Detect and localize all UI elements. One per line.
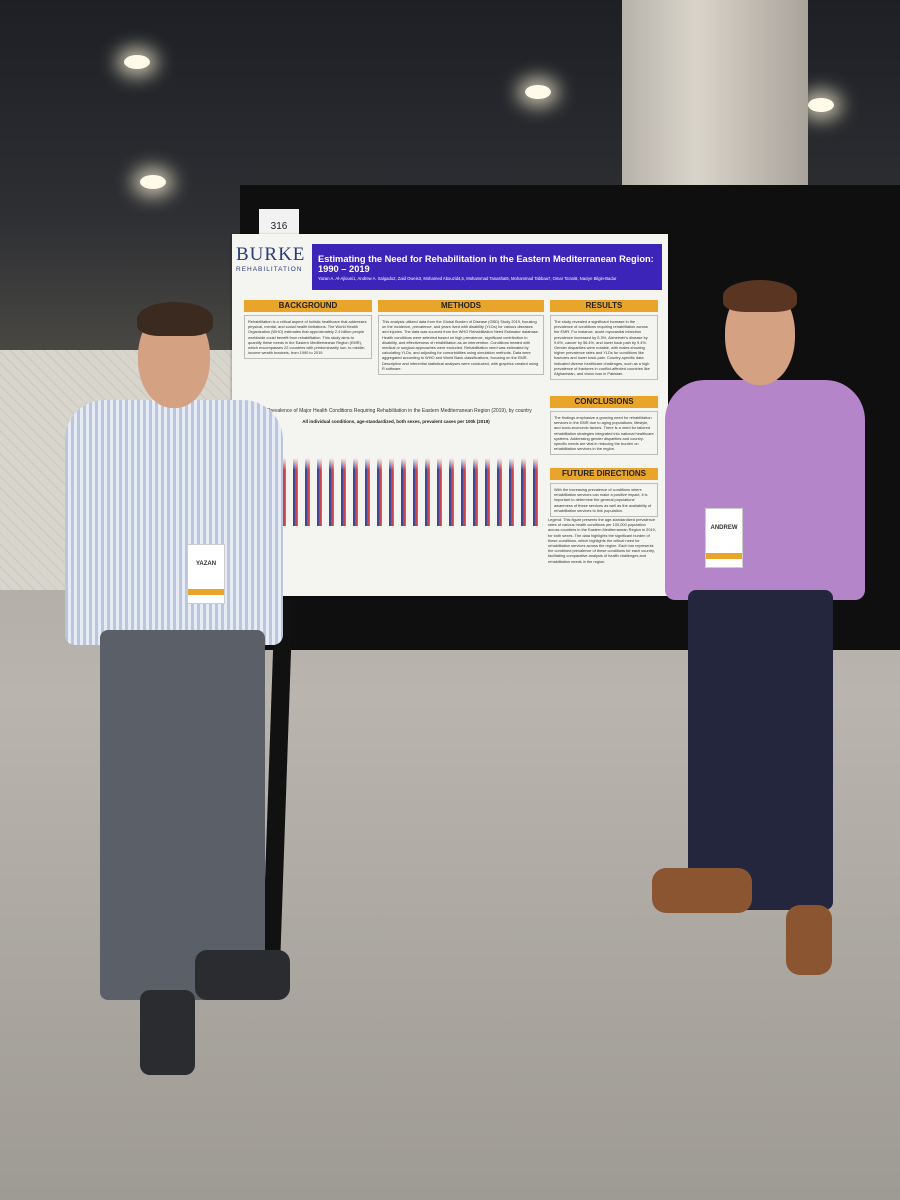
shirt (665, 380, 865, 600)
ceiling-light (808, 98, 834, 112)
shoe (140, 990, 195, 1075)
legend-text: Legend: This figure presents the age-sta… (548, 517, 656, 564)
section-text: The study revealed a significant increas… (550, 315, 658, 381)
section: METHODS This analysis utilized data from… (378, 300, 544, 376)
figure: Figure 1. Prevalence of Major Health Con… (246, 408, 546, 588)
section-text: This analysis utilized data from the Glo… (378, 315, 544, 376)
hair (137, 302, 213, 336)
ceiling-light (140, 175, 166, 189)
section-text: The findings emphasize a growing need fo… (550, 411, 658, 456)
person-left: YAZAN (55, 300, 295, 1080)
shoe (195, 950, 290, 1000)
section-heading: BACKGROUND (244, 300, 372, 312)
name-badge: ANDREW (705, 508, 743, 568)
badge-name: YAZAN (195, 561, 217, 567)
chart-title: All individual conditions, age-standardi… (302, 419, 490, 424)
figure-caption: Figure 1. Prevalence of Major Health Con… (246, 408, 532, 414)
section-text: With the increasing prevalence of condit… (550, 483, 658, 518)
booth-number: 316 (259, 209, 299, 235)
section-heading: CONCLUSIONS (550, 396, 658, 408)
section-heading: FUTURE DIRECTIONS (550, 468, 658, 480)
logo-sub: REHABILITATION (236, 266, 303, 273)
title-bar: Estimating the Need for Rehabilitation i… (312, 244, 662, 290)
shirt (65, 400, 283, 645)
hair (723, 280, 797, 312)
poster-title: Estimating the Need for Rehabilitation i… (318, 254, 654, 274)
poster (232, 234, 668, 596)
name-badge: YAZAN (187, 544, 225, 604)
trousers (688, 590, 833, 910)
section: CONCLUSIONS The findings emphasize a gro… (550, 396, 658, 456)
section-text: Rehabilitation is a critical aspect of h… (244, 315, 372, 360)
section-heading: RESULTS (550, 300, 658, 312)
shoe (652, 868, 752, 913)
trousers (100, 630, 265, 1000)
ceiling-light (124, 55, 150, 69)
ceiling-light (525, 85, 551, 99)
poster-authors: Yazan A. Al-Ajlouni1, Andrew A. Salgado2… (318, 276, 617, 281)
shoe (786, 905, 832, 975)
logo-name: BURKE (236, 244, 306, 265)
pillar (622, 0, 808, 200)
section: FUTURE DIRECTIONS With the increasing pr… (550, 468, 658, 518)
chart-graphic (266, 446, 542, 526)
section: RESULTS The study revealed a significant… (550, 300, 658, 381)
section-heading: METHODS (378, 300, 544, 312)
person-right: ANDREW (650, 280, 870, 980)
badge-name: ANDREW (710, 525, 738, 531)
logo: BURKE REHABILITATION (236, 244, 312, 290)
section: BACKGROUND Rehabilitation is a critical … (244, 300, 372, 360)
